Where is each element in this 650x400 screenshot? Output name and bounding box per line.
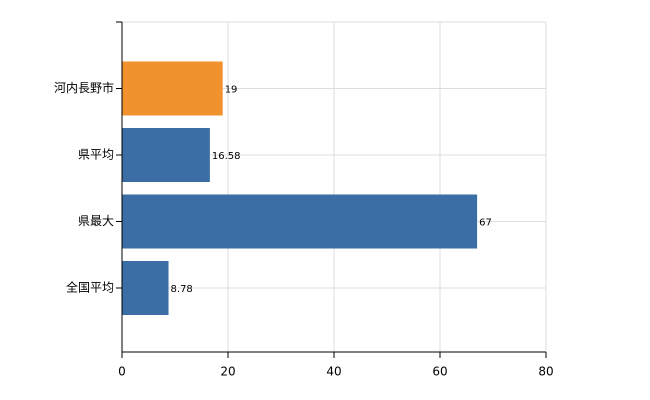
bar xyxy=(122,61,223,116)
value-label: 67 xyxy=(479,218,492,229)
x-tick-label: 0 xyxy=(118,365,126,379)
x-tick-label: 60 xyxy=(432,365,447,379)
value-label: 19 xyxy=(225,85,238,96)
y-tick-label: 河内長野市 xyxy=(54,80,114,95)
x-tick-label: 20 xyxy=(220,365,235,379)
x-tick-label: 80 xyxy=(538,365,553,379)
y-tick-label: 全国平均 xyxy=(66,280,114,295)
bar xyxy=(122,194,478,249)
value-label: 16.58 xyxy=(212,151,241,162)
y-tick-label: 県最大 xyxy=(78,214,114,228)
bar xyxy=(122,128,210,182)
bar xyxy=(122,261,169,315)
y-tick-label: 県平均 xyxy=(78,148,114,162)
x-tick-label: 40 xyxy=(326,365,341,379)
value-label: 8.78 xyxy=(171,284,193,295)
